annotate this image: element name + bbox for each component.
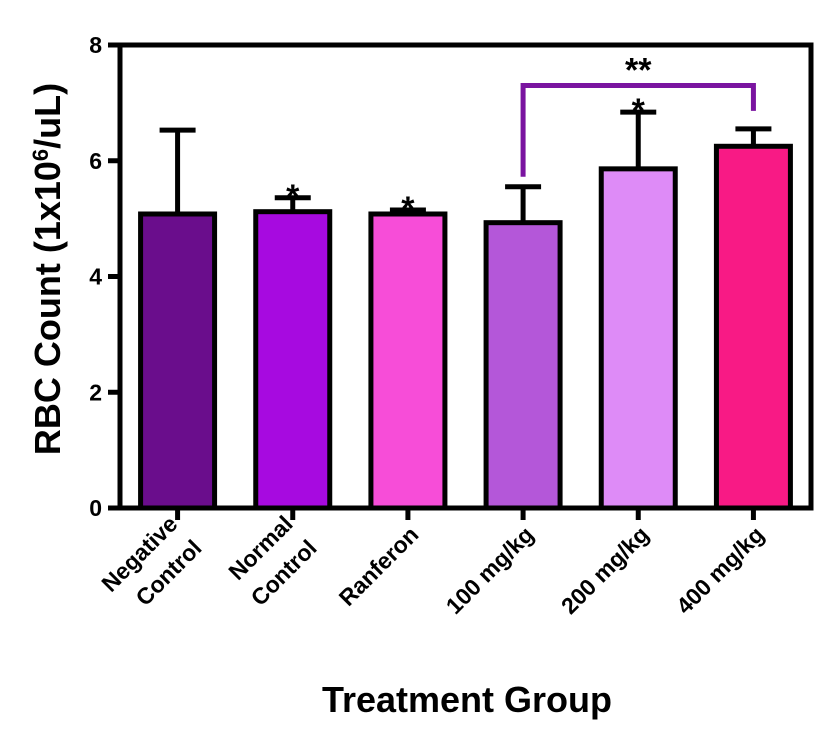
bar-2 xyxy=(368,211,448,511)
x-tick-label-5-line-0: 400 mg/kg xyxy=(671,521,769,619)
y-axis-title-end: /uL) xyxy=(27,83,68,149)
x-tick-label-4-line-0: 200 mg/kg xyxy=(556,521,654,619)
y-axis-title-superscript: 6 xyxy=(28,149,53,161)
plot-area: 0 2 4 6 8 NegativeControl NormalControl Ranfero… xyxy=(89,32,814,621)
bar-3 xyxy=(483,220,563,511)
significance-star-1: * xyxy=(401,190,415,228)
bar-4 xyxy=(598,166,678,511)
y-tick-label-1: 2 xyxy=(89,379,102,405)
y-axis-title-main: RBC Count (1x10 xyxy=(27,161,68,455)
bar-5 xyxy=(713,143,793,511)
x-tick-label-2-line-0: Ranferon xyxy=(334,521,424,611)
bar-1 xyxy=(253,209,333,511)
significance-star-2: * xyxy=(632,92,646,130)
y-tick-label-2: 4 xyxy=(89,264,102,290)
x-tick-label-3-line-0: 100 mg/kg xyxy=(441,521,539,619)
x-tick-label-3: 100 mg/kg xyxy=(441,521,539,619)
x-tick-label-2: Ranferon xyxy=(334,521,424,611)
y-tick-label-3: 6 xyxy=(89,148,102,174)
x-tick-label-5: 400 mg/kg xyxy=(671,521,769,619)
significance-star-0: * xyxy=(286,178,300,216)
y-tick-label-4: 8 xyxy=(89,32,102,58)
bar-0 xyxy=(138,211,218,511)
bracket-label: ** xyxy=(625,52,652,90)
x-tick-label-4: 200 mg/kg xyxy=(556,521,654,619)
x-tick-label-0: NegativeControl xyxy=(96,511,206,621)
x-tick-label-1: NormalControl xyxy=(221,511,321,611)
y-tick-label-0: 0 xyxy=(89,495,102,521)
plot-frame xyxy=(117,42,814,511)
y-axis-title: RBC Count (1x106/uL) xyxy=(27,83,68,455)
significance-bracket xyxy=(520,83,756,177)
x-axis-title: Treatment Group xyxy=(322,679,612,720)
